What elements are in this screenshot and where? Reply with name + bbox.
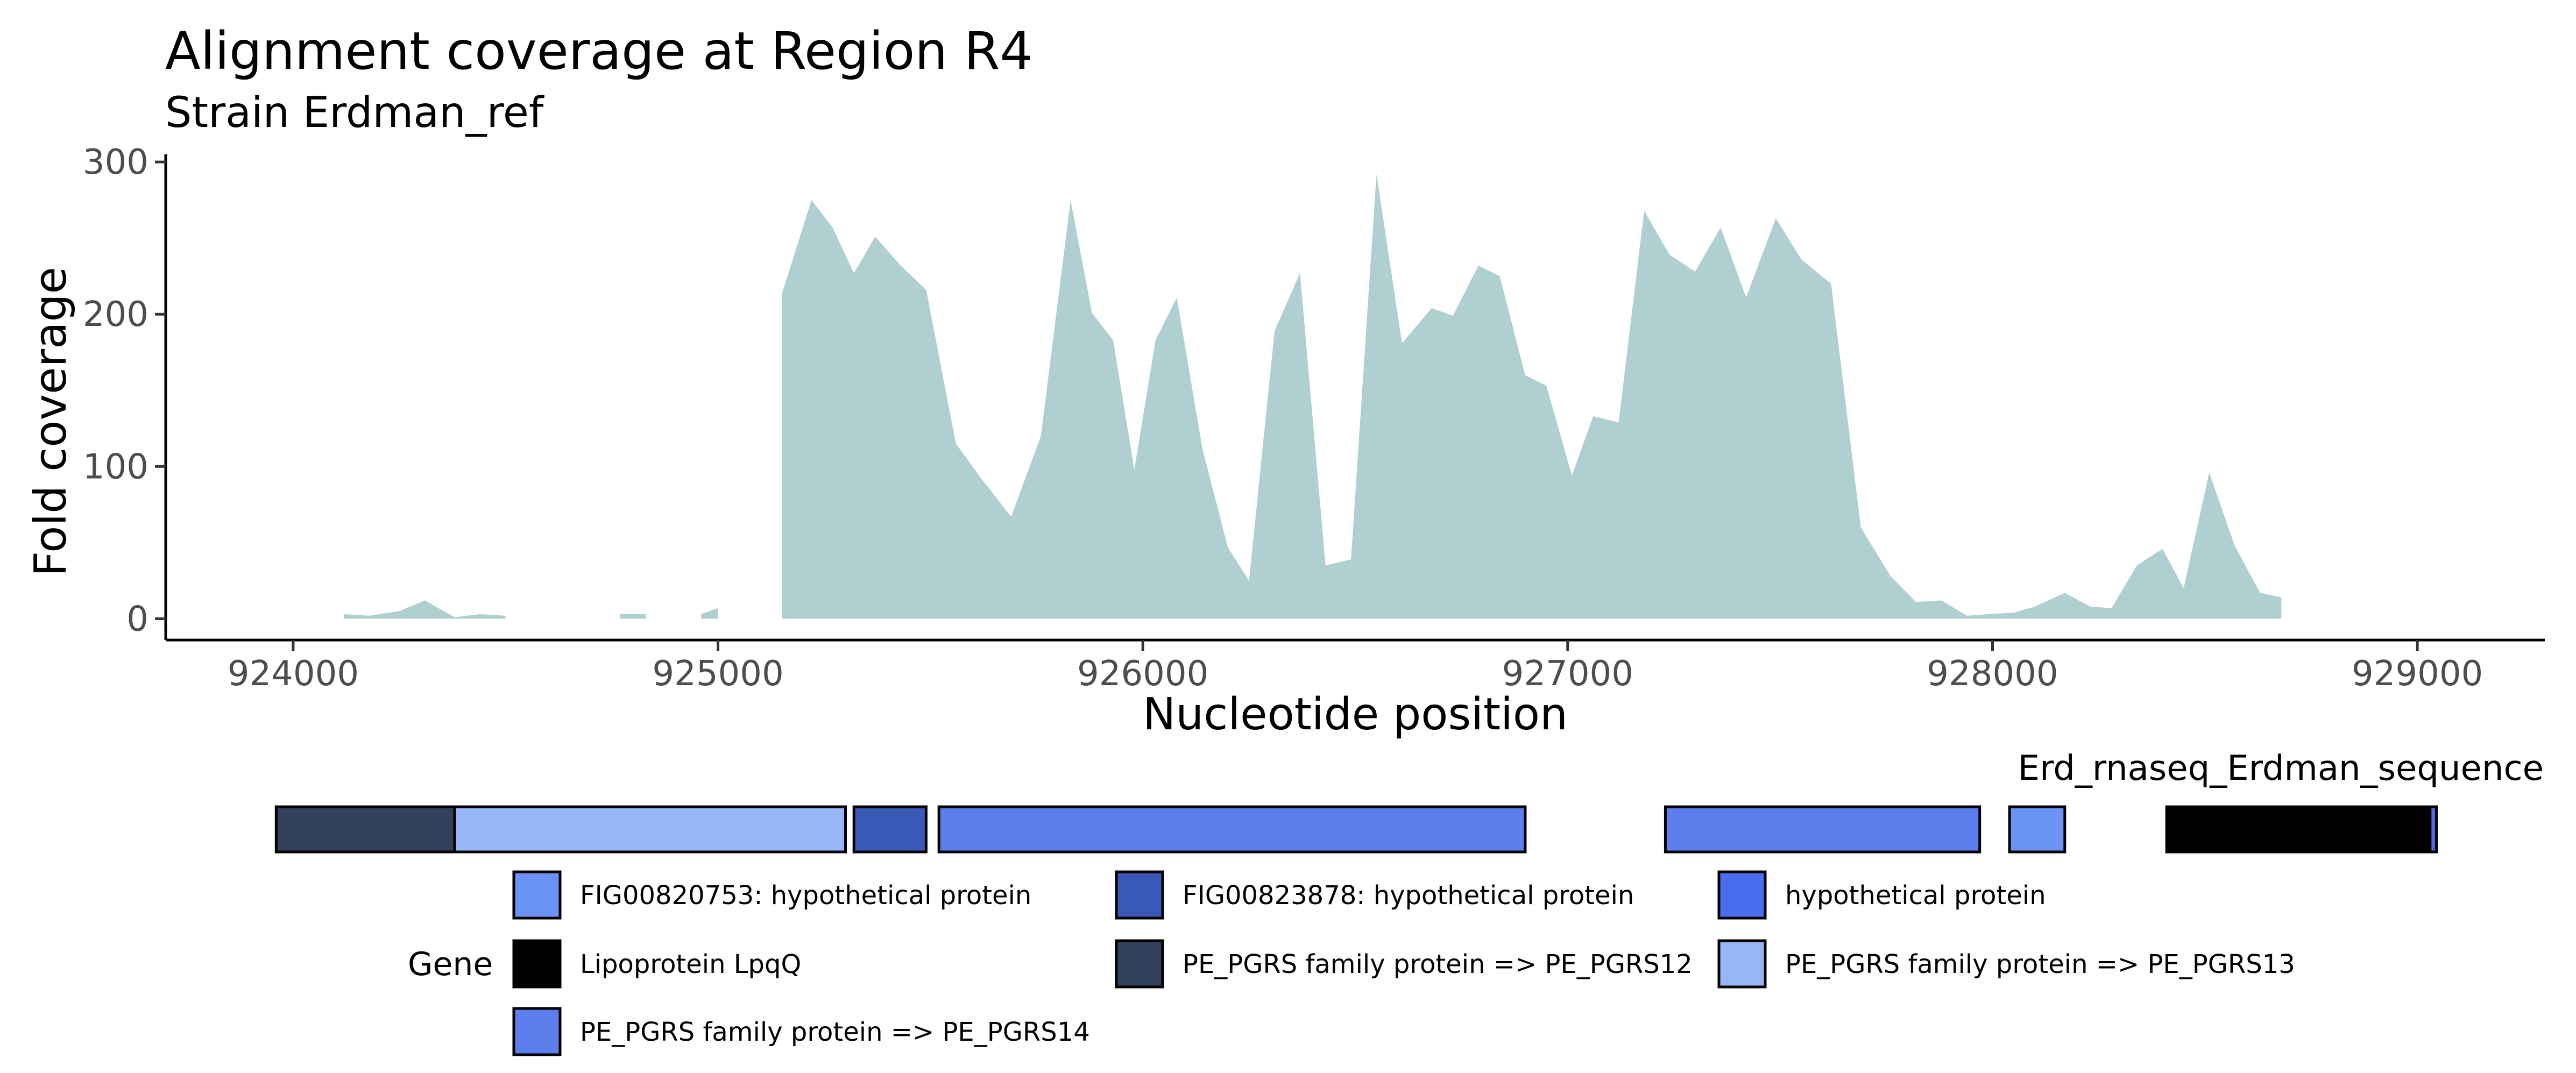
legend-label-5: PE_PGRS family protein => PE_PGRS12 — [1183, 949, 1693, 979]
gene-block-6 — [2008, 805, 2067, 854]
legend-swatch-7 — [512, 1007, 562, 1056]
gene-track — [274, 805, 2438, 854]
gene-track-label: Erd_rnaseq_Erdman_sequence — [2018, 749, 2544, 788]
coverage-area-segment-1 — [344, 600, 506, 619]
x-tick-label-4: 928000 — [1927, 654, 2058, 694]
legend-label-6: PE_PGRS family protein => PE_PGRS13 — [1785, 949, 2295, 979]
x-axis-label: Nucleotide position — [1143, 689, 1568, 740]
legend-swatch-4 — [512, 939, 562, 989]
y-tick-label-2: 200 — [83, 295, 148, 335]
legend-label-7: PE_PGRS family protein => PE_PGRS14 — [580, 1017, 1090, 1047]
legend-swatch-1 — [512, 870, 562, 920]
x-tick-label-2: 926000 — [1077, 654, 1208, 694]
chart-subtitle: Strain Erdman_ref — [165, 89, 544, 137]
gene-block-2 — [453, 805, 847, 854]
legend-title: Gene — [408, 946, 493, 983]
legend-label-2: FIG00823878: hypothetical protein — [1183, 880, 1634, 911]
x-tick-label-3: 927000 — [1502, 654, 1633, 694]
x-axis-ticks: 924000 925000 926000 927000 928000 929000 — [228, 640, 2483, 694]
coverage-area-segment-2 — [620, 614, 646, 619]
y-axis-ticks: 0 100 200 300 — [83, 143, 166, 639]
legend-swatch-5 — [1115, 939, 1164, 989]
x-tick-label-5: 929000 — [2352, 654, 2483, 694]
coverage-area-segment-4 — [782, 174, 2282, 619]
y-tick-label-0: 0 — [126, 599, 148, 639]
legend-label-1: FIG00820753: hypothetical protein — [580, 880, 1031, 911]
legend-swatch-3 — [1717, 870, 1767, 920]
gene-block-7 — [2165, 805, 2432, 854]
legend-items: FIG00820753: hypothetical protein FIG0082… — [512, 870, 2295, 1056]
legend-swatch-6 — [1717, 939, 1767, 989]
chart-title: Alignment coverage at Region R4 — [165, 21, 1033, 81]
gene-block-4 — [937, 805, 1527, 854]
legend-label-4: Lipoprotein LpqQ — [580, 949, 801, 979]
gene-block-1 — [274, 805, 456, 854]
gene-block-3 — [852, 805, 928, 854]
y-axis-label: Fold coverage — [25, 267, 76, 577]
coverage-area-segment-3 — [701, 608, 718, 619]
plot-area: 924000 925000 926000 927000 928000 929000 0 10… — [83, 143, 2545, 694]
legend-swatch-2 — [1115, 870, 1164, 920]
gene-block-8 — [2429, 805, 2438, 854]
x-tick-label-1: 925000 — [652, 654, 783, 694]
x-tick-label-0: 924000 — [228, 654, 359, 694]
coverage-areas — [344, 174, 2282, 619]
gene-block-5 — [1664, 805, 1981, 854]
legend: Gene FIG00820753: hypothetical protein FI… — [408, 870, 2295, 1056]
legend-label-3: hypothetical protein — [1785, 880, 2046, 911]
y-tick-label-1: 100 — [83, 447, 148, 487]
y-tick-label-3: 300 — [83, 143, 148, 182]
